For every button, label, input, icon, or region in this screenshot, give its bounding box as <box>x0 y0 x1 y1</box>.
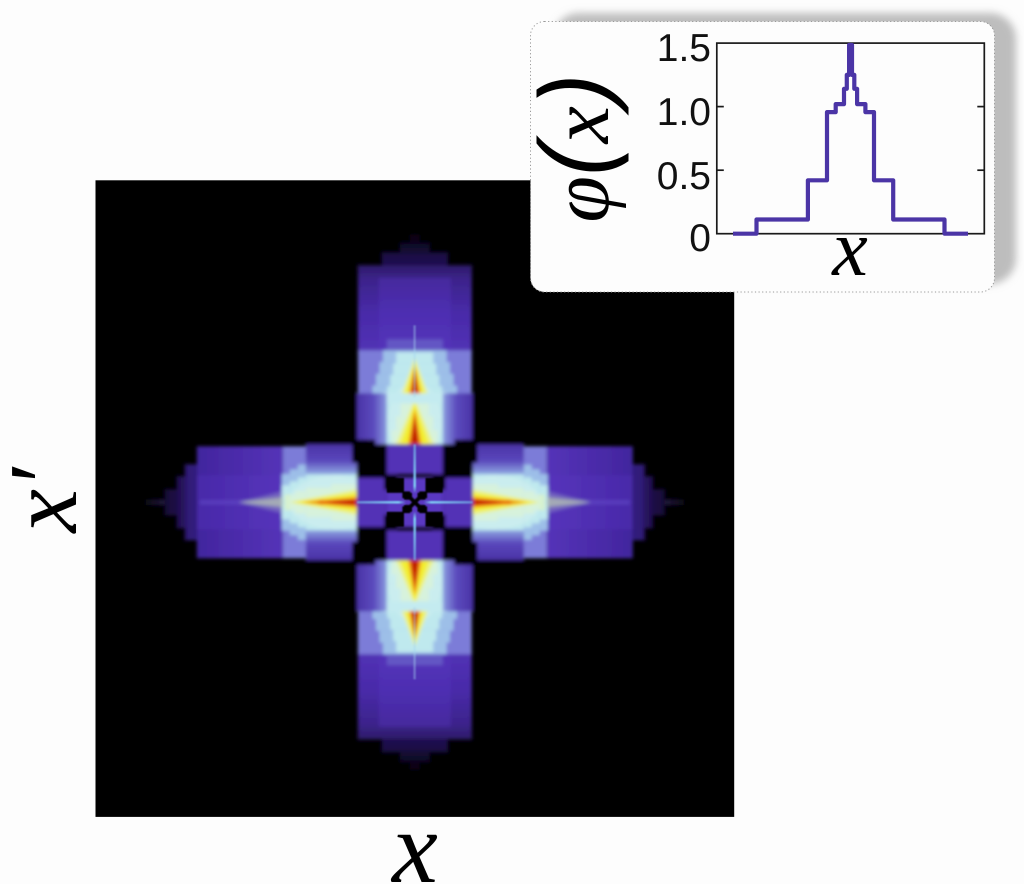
svg-text:1.0: 1.0 <box>657 91 711 134</box>
svg-text:0.5: 0.5 <box>657 155 711 198</box>
svg-text:x: x <box>390 791 438 884</box>
svg-text:x′: x′ <box>0 466 98 534</box>
svg-text:0: 0 <box>689 217 711 260</box>
svg-text:x: x <box>831 205 868 293</box>
svg-text:φ(x): φ(x) <box>519 73 629 222</box>
svg-text:1.5: 1.5 <box>657 27 711 70</box>
